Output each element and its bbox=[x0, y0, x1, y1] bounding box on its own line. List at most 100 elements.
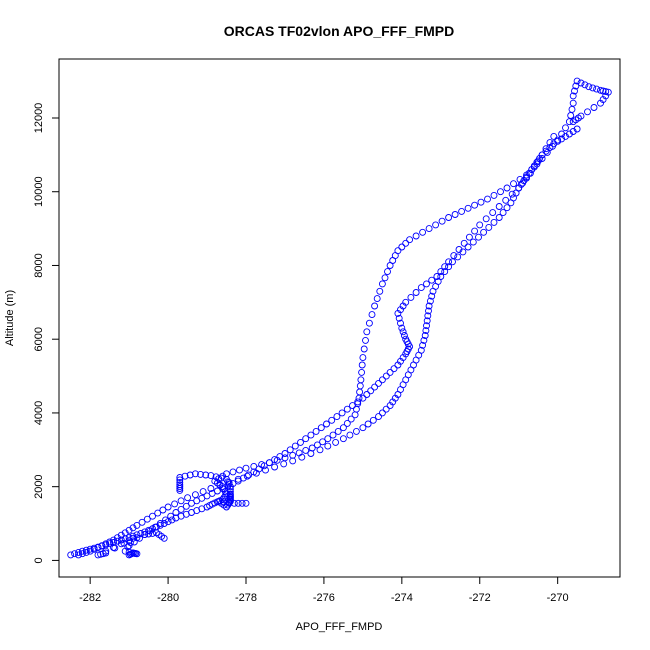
y-tick-label: 0 bbox=[33, 557, 45, 563]
data-point bbox=[176, 476, 184, 484]
data-point bbox=[381, 274, 389, 282]
data-point bbox=[422, 327, 430, 335]
data-point bbox=[343, 405, 351, 413]
data-point bbox=[480, 228, 488, 236]
data-point bbox=[319, 438, 327, 446]
plot-frame bbox=[58, 58, 621, 578]
data-point bbox=[286, 446, 294, 454]
data-point bbox=[581, 81, 589, 89]
data-point bbox=[597, 99, 604, 107]
data-points bbox=[67, 77, 612, 559]
data-point bbox=[485, 223, 493, 231]
data-point bbox=[455, 246, 463, 253]
data-point bbox=[395, 314, 403, 322]
data-point bbox=[558, 135, 566, 143]
data-point bbox=[137, 530, 145, 537]
data-point bbox=[386, 368, 394, 376]
data-point bbox=[160, 520, 168, 527]
data-point bbox=[425, 302, 433, 310]
data-point bbox=[454, 253, 462, 261]
data-point bbox=[419, 341, 427, 349]
data-point bbox=[191, 491, 199, 499]
data-point bbox=[530, 163, 538, 171]
data-point bbox=[334, 427, 342, 435]
data-point bbox=[329, 431, 337, 439]
data-point bbox=[369, 416, 377, 424]
data-point bbox=[542, 145, 550, 153]
x-axis: -282 -280 -278 -276 -274 -272 -270 bbox=[79, 576, 569, 604]
y-tick-label: 2000 bbox=[33, 474, 45, 498]
data-point bbox=[211, 477, 219, 485]
y-tick-label: 4000 bbox=[33, 401, 45, 425]
data-point bbox=[420, 336, 428, 344]
data-point bbox=[407, 293, 415, 301]
data-point bbox=[546, 139, 554, 147]
data-point bbox=[125, 534, 133, 542]
data-point bbox=[125, 548, 133, 556]
data-point bbox=[425, 307, 432, 315]
y-axis: 0 2000 4000 6000 8000 10000 12000 bbox=[33, 103, 60, 563]
data-point bbox=[572, 82, 580, 90]
data-point bbox=[590, 104, 598, 111]
data-point bbox=[376, 287, 384, 295]
data-point bbox=[437, 268, 445, 276]
data-point bbox=[484, 195, 491, 203]
data-point bbox=[425, 225, 433, 233]
data-point bbox=[289, 457, 297, 465]
data-point bbox=[550, 140, 558, 148]
data-point bbox=[291, 442, 299, 450]
data-point bbox=[542, 147, 550, 155]
data-point bbox=[197, 470, 204, 478]
data-point bbox=[176, 481, 184, 489]
data-point bbox=[339, 424, 347, 432]
data-point bbox=[585, 83, 593, 91]
data-point bbox=[271, 456, 279, 464]
data-point bbox=[78, 550, 86, 558]
data-point bbox=[230, 499, 238, 507]
data-point bbox=[236, 466, 243, 474]
data-point bbox=[167, 512, 175, 520]
data-point bbox=[475, 233, 482, 241]
data-point bbox=[367, 387, 375, 395]
data-point bbox=[362, 336, 369, 344]
data-point bbox=[441, 268, 449, 276]
data-point bbox=[199, 488, 207, 496]
data-point bbox=[429, 287, 437, 295]
data-point bbox=[406, 236, 414, 244]
data-point bbox=[234, 475, 242, 483]
data-point bbox=[490, 191, 498, 199]
data-point bbox=[141, 531, 149, 539]
x-tick-label: -270 bbox=[547, 592, 569, 604]
data-point bbox=[412, 289, 420, 296]
data-point bbox=[523, 174, 530, 182]
data-point bbox=[400, 332, 408, 339]
data-point bbox=[176, 474, 184, 481]
data-point bbox=[90, 545, 98, 553]
data-point bbox=[445, 263, 453, 271]
data-point bbox=[359, 354, 367, 362]
data-point bbox=[526, 169, 534, 177]
data-point bbox=[154, 509, 162, 517]
data-point bbox=[569, 118, 577, 126]
data-point bbox=[75, 551, 82, 559]
data-point bbox=[502, 196, 510, 204]
data-point bbox=[577, 79, 585, 87]
data-point bbox=[375, 413, 382, 421]
data-point bbox=[133, 521, 141, 529]
data-point bbox=[328, 416, 336, 424]
data-point bbox=[497, 188, 504, 196]
data-point bbox=[280, 460, 288, 468]
data-point bbox=[102, 540, 110, 548]
data-point bbox=[125, 537, 133, 545]
data-point bbox=[343, 419, 351, 427]
x-tick-label: -272 bbox=[469, 592, 491, 604]
data-point bbox=[141, 528, 149, 536]
data-point bbox=[225, 499, 233, 507]
data-point bbox=[593, 85, 601, 93]
data-point bbox=[371, 302, 379, 310]
data-point bbox=[394, 247, 402, 255]
data-point bbox=[569, 99, 577, 107]
data-point bbox=[373, 295, 381, 303]
data-point bbox=[172, 509, 180, 516]
data-point bbox=[382, 405, 390, 413]
